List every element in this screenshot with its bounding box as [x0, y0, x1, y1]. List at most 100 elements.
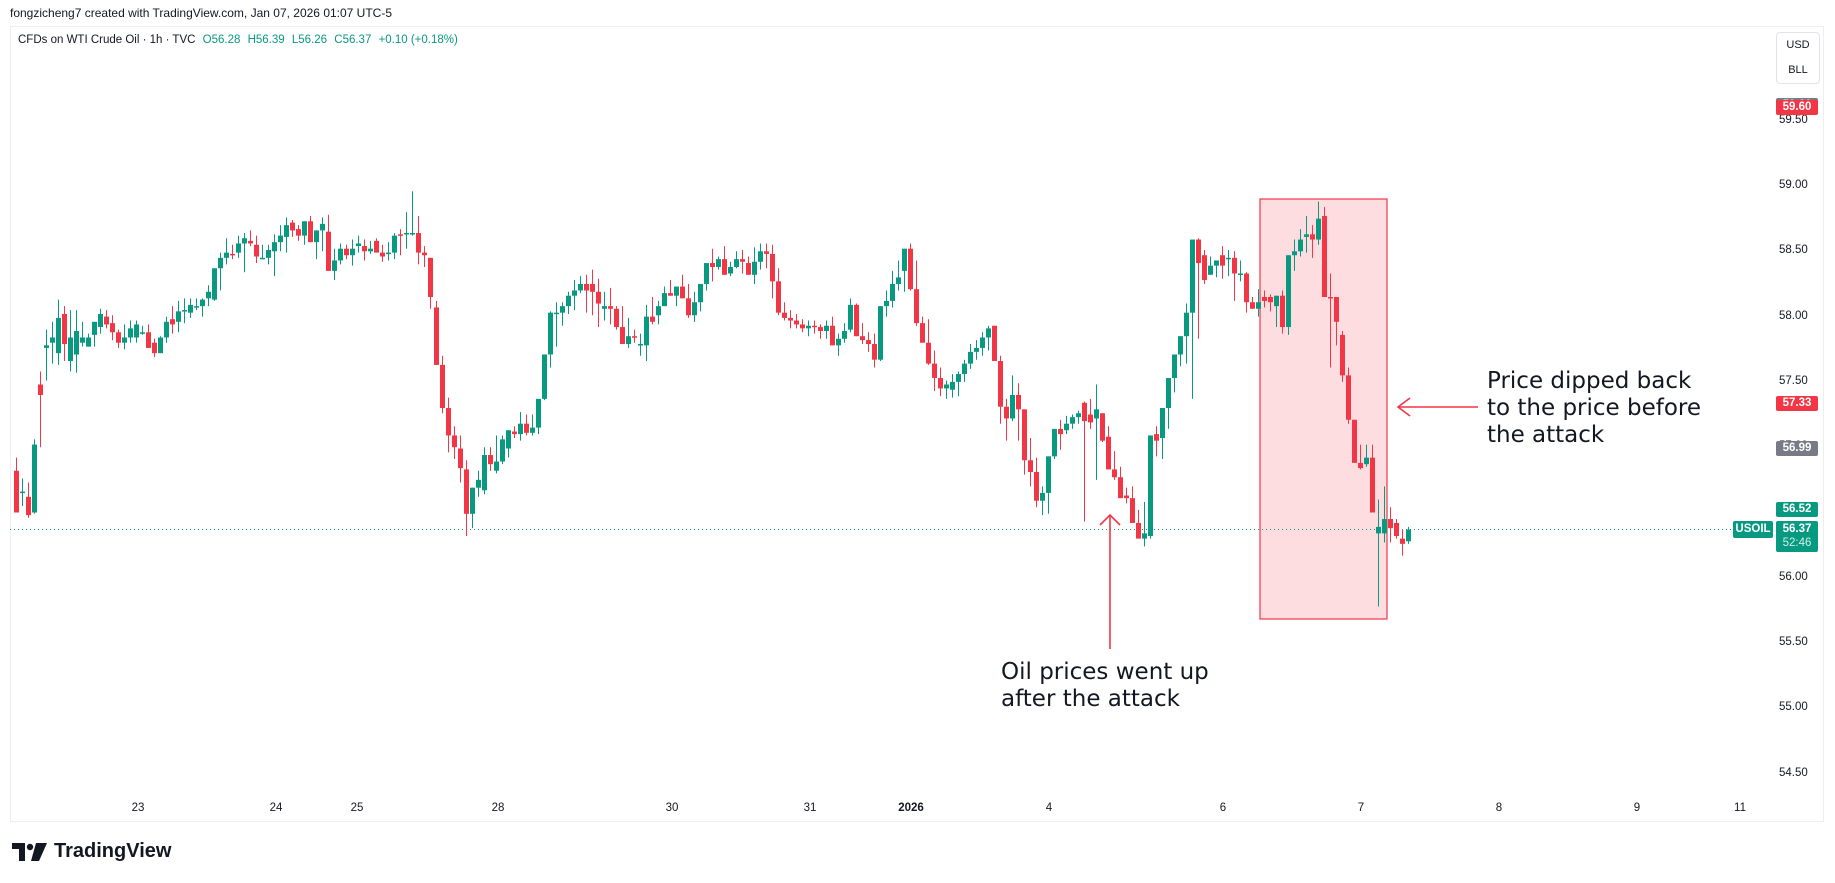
- candle: [1088, 398, 1093, 429]
- candle: [428, 257, 433, 309]
- time-tick: 7: [1357, 802, 1365, 814]
- annotation-right-text[interactable]: Price dipped back to the price before th…: [1487, 368, 1702, 448]
- candle: [986, 325, 991, 351]
- candle: [566, 291, 571, 314]
- currency-unit-selector[interactable]: USD BLL: [1776, 32, 1820, 84]
- candle: [854, 303, 859, 337]
- candle: [662, 286, 667, 307]
- candle: [1100, 413, 1105, 442]
- candle: [98, 308, 103, 334]
- candle: [248, 230, 253, 247]
- candle: [188, 298, 193, 318]
- candle: [578, 276, 583, 294]
- candle: [1346, 367, 1351, 424]
- candle: [494, 435, 499, 474]
- candle: [206, 285, 211, 307]
- candle: [1358, 444, 1363, 470]
- time-tick: 6: [1219, 802, 1227, 814]
- candle: [308, 216, 313, 243]
- tradingview-logo[interactable]: TradingView: [12, 840, 171, 863]
- candle: [746, 256, 751, 275]
- candle: [1370, 444, 1375, 513]
- price-tick: 57.50: [1779, 374, 1808, 387]
- candle: [710, 248, 715, 282]
- time-tick: 30: [665, 802, 679, 814]
- time-tick: 4: [1045, 802, 1053, 814]
- candle: [1076, 410, 1081, 424]
- candle: [908, 243, 913, 291]
- candle: [920, 316, 925, 343]
- candle: [416, 216, 421, 265]
- candle: [1232, 251, 1237, 301]
- candle: [1082, 401, 1087, 522]
- time-tick: 28: [491, 802, 505, 814]
- symbol-title[interactable]: CFDs on WTI Crude Oil · 1h · TVC: [18, 34, 196, 46]
- candle: [764, 243, 769, 269]
- arrow-left-icon[interactable]: [1396, 397, 1478, 417]
- candle: [440, 355, 445, 414]
- candle: [230, 244, 235, 260]
- candle: [992, 325, 997, 362]
- candle: [596, 278, 601, 328]
- candle: [1286, 255, 1291, 335]
- candle: [164, 316, 169, 343]
- candle: [1046, 456, 1051, 514]
- time-tick: 11: [1734, 802, 1746, 814]
- ohlc-low: L56.26: [291, 34, 328, 46]
- price-tag: 57.33: [1776, 396, 1818, 412]
- candle: [272, 234, 277, 277]
- candle: [302, 221, 307, 245]
- candle: [1250, 297, 1255, 309]
- candle: [386, 242, 391, 261]
- candle: [212, 268, 217, 301]
- candle: [422, 246, 427, 267]
- candle: [170, 306, 175, 334]
- candle: [1304, 216, 1309, 253]
- candle: [716, 256, 721, 270]
- candle: [1316, 201, 1321, 245]
- candle: [974, 340, 979, 360]
- candle: [692, 291, 697, 322]
- candle: [956, 371, 961, 397]
- arrow-up-icon[interactable]: [1099, 513, 1121, 649]
- candle: [872, 333, 877, 368]
- candle: [1256, 289, 1261, 317]
- candle: [92, 321, 97, 347]
- chart-frame[interactable]: [10, 26, 1824, 822]
- candle: [488, 447, 493, 471]
- price-tick: 56.00: [1779, 570, 1808, 583]
- candle: [812, 320, 817, 334]
- candle: [1298, 229, 1303, 257]
- candle: [182, 298, 187, 324]
- candle: [56, 299, 61, 365]
- candle: [362, 239, 367, 261]
- candle: [848, 298, 853, 333]
- candle: [104, 310, 109, 329]
- candle: [1328, 273, 1333, 368]
- candle: [512, 426, 517, 439]
- candle: [242, 233, 247, 273]
- candle: [542, 354, 547, 401]
- candle: [74, 310, 79, 373]
- candle: [398, 229, 403, 256]
- candle: [914, 260, 919, 326]
- ohlc-close: C56.37: [334, 34, 372, 46]
- candle: [1154, 426, 1159, 457]
- candle: [68, 310, 73, 372]
- candle: [590, 269, 595, 316]
- candle: [788, 310, 793, 329]
- annotation-bottom-text[interactable]: Oil prices went up after the attack: [1001, 659, 1209, 712]
- candle: [686, 283, 691, 318]
- candle: [464, 460, 469, 537]
- candle: [116, 329, 121, 348]
- tradingview-logo-icon: [12, 842, 47, 861]
- candle: [902, 248, 907, 292]
- candle: [536, 398, 541, 435]
- candle: [656, 300, 661, 325]
- candle: [1310, 225, 1315, 258]
- candle: [1178, 336, 1183, 367]
- time-tick: 23: [131, 802, 145, 814]
- candle: [1052, 428, 1057, 459]
- candle: [968, 344, 973, 369]
